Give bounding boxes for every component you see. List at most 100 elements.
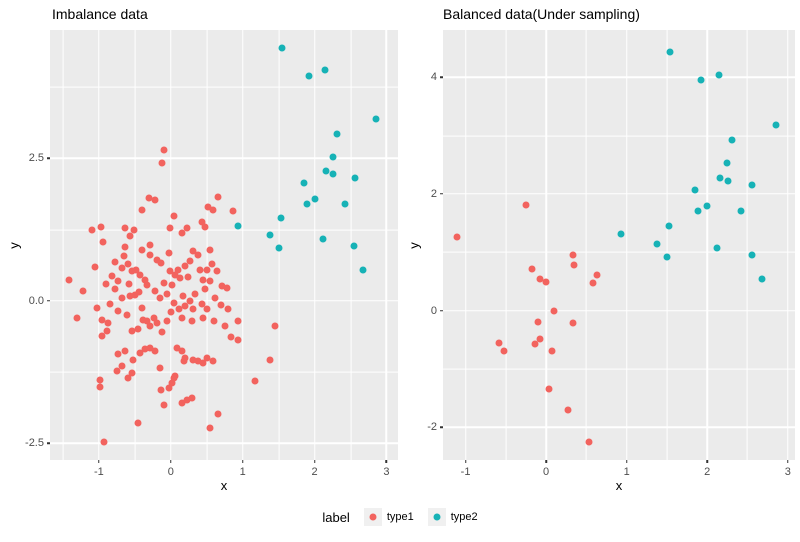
data-point-type1 <box>151 287 159 295</box>
major-gridline <box>625 30 628 460</box>
data-point-type1 <box>173 344 181 352</box>
data-point-type1 <box>98 316 106 324</box>
data-point-type1 <box>120 252 128 260</box>
minor-gridline <box>585 30 587 460</box>
data-point-type1 <box>166 267 174 275</box>
x-tick-label: 0 <box>543 466 550 478</box>
data-point-type1 <box>128 369 136 377</box>
data-point-type2 <box>305 72 313 80</box>
data-point-type1 <box>118 362 126 370</box>
data-point-type2 <box>617 230 625 238</box>
data-point-type1 <box>203 305 211 313</box>
left-plot: Imbalance data x y -1 0 1 2 3 2.5 0.0 -2.5 <box>0 0 400 505</box>
data-point-type2 <box>758 275 766 283</box>
data-point-type2 <box>300 179 308 187</box>
major-gridline <box>443 426 795 429</box>
data-point-type1 <box>143 281 151 289</box>
legend-label: type1 <box>386 511 414 523</box>
data-point-type1 <box>151 347 159 355</box>
data-point-type1 <box>178 399 186 407</box>
major-gridline <box>787 30 789 460</box>
x-tick-mark <box>787 460 789 463</box>
data-point-type1 <box>153 319 161 327</box>
data-point-type1 <box>99 238 107 246</box>
right-y-axis-title: y <box>406 242 422 249</box>
legend-dot-icon <box>433 513 441 521</box>
data-point-type2 <box>322 167 330 175</box>
minor-gridline <box>206 30 208 460</box>
data-point-type1 <box>214 193 222 201</box>
major-gridline <box>706 30 708 460</box>
data-point-type2 <box>748 251 755 259</box>
minor-gridline <box>747 30 748 460</box>
data-point-type1 <box>156 364 164 372</box>
data-point-type2 <box>329 170 337 178</box>
data-point-type1 <box>141 276 149 284</box>
data-point-type1 <box>65 276 73 284</box>
data-point-type1 <box>171 372 179 380</box>
data-point-type1 <box>217 301 225 309</box>
y-tick-mark <box>440 309 443 312</box>
data-point-type1 <box>163 317 171 325</box>
left-y-axis-title: y <box>6 242 22 249</box>
data-point-type1 <box>156 294 164 302</box>
data-point-type1 <box>224 305 232 313</box>
data-point-type1 <box>108 272 116 280</box>
data-point-type1 <box>157 386 165 394</box>
legend: label type1 type2 <box>0 508 800 526</box>
data-point-type1 <box>166 224 174 232</box>
major-gridline <box>50 300 398 302</box>
x-tick-mark <box>706 460 708 463</box>
data-point-type2 <box>723 159 731 167</box>
data-point-type1 <box>453 233 461 241</box>
data-point-type1 <box>150 314 158 322</box>
minor-gridline <box>443 368 795 370</box>
data-point-type1 <box>178 347 186 355</box>
x-tick-mark <box>385 460 388 463</box>
data-point-type1 <box>234 336 242 344</box>
data-point-type1 <box>136 271 144 279</box>
data-point-type1 <box>536 275 544 283</box>
major-gridline <box>170 30 172 460</box>
data-point-type1 <box>199 276 207 284</box>
data-point-type1 <box>184 273 192 281</box>
data-point-type1 <box>189 247 197 255</box>
data-point-type1 <box>145 194 152 202</box>
data-point-type1 <box>126 232 134 240</box>
y-tick-label: 0 <box>430 304 437 317</box>
data-point-type1 <box>234 317 242 325</box>
data-point-type1 <box>124 260 132 268</box>
data-point-type1 <box>124 374 132 382</box>
data-point-type1 <box>564 406 572 414</box>
x-tick-mark <box>170 460 172 463</box>
data-point-type2 <box>694 207 702 215</box>
data-point-type1 <box>206 246 214 254</box>
data-point-type1 <box>570 261 578 269</box>
data-point-type1 <box>134 419 142 427</box>
data-point-type1 <box>201 223 209 231</box>
data-point-type1 <box>189 305 197 313</box>
data-point-type1 <box>181 262 189 270</box>
data-point-type2 <box>234 222 242 230</box>
major-gridline <box>50 157 398 160</box>
data-point-type1 <box>100 438 108 446</box>
y-tick-label: 4 <box>430 71 437 84</box>
data-point-type1 <box>204 203 212 211</box>
major-gridline <box>443 309 795 312</box>
data-point-type1 <box>209 206 217 214</box>
data-point-type1 <box>114 307 122 315</box>
data-point-type1 <box>136 349 144 357</box>
data-point-type1 <box>153 256 161 264</box>
data-point-type1 <box>165 249 173 257</box>
data-point-type1 <box>146 344 154 352</box>
data-point-type1 <box>198 218 206 226</box>
data-point-type2 <box>724 177 732 185</box>
data-point-type1 <box>221 322 229 330</box>
data-point-type1 <box>157 259 165 267</box>
data-point-type1 <box>146 241 154 249</box>
data-point-type1 <box>198 300 206 308</box>
data-point-type1 <box>168 379 175 387</box>
data-point-type1 <box>103 327 111 335</box>
data-point-type1 <box>79 287 87 295</box>
x-tick-label: -1 <box>460 466 471 478</box>
